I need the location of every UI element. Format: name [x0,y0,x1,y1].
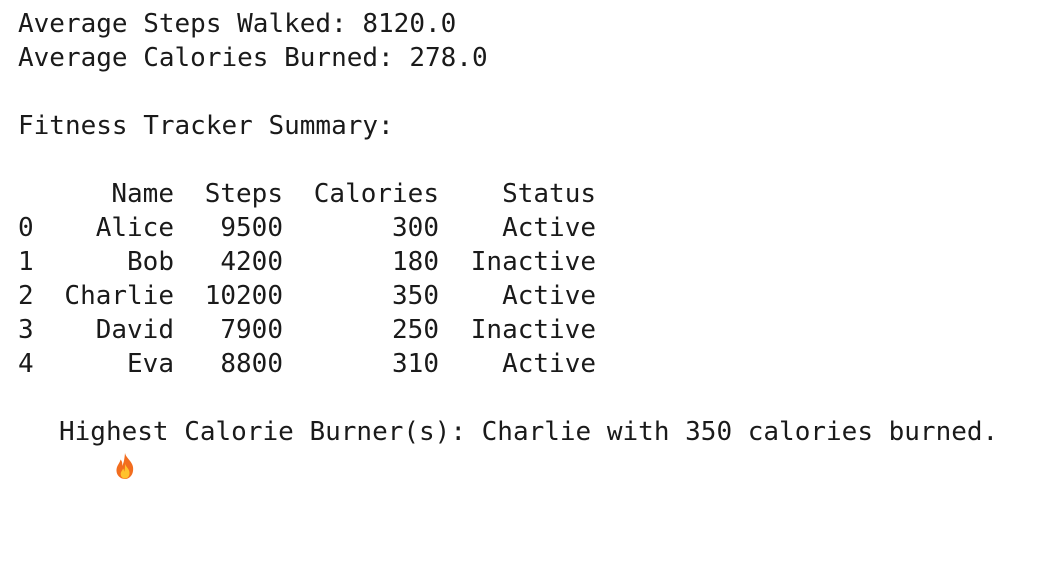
blank-line [18,143,1018,177]
row-calories: 300 [392,213,439,243]
row-calories: 310 [392,349,439,379]
row-index: 1 [18,247,34,277]
header-name: Name [111,179,174,209]
header-calories: Calories [313,179,439,209]
row-steps: 10200 [204,281,283,311]
header-steps: Steps [204,179,283,209]
row-status: Active [502,213,596,243]
table-row: 3 David 7900 250 Inactive [18,313,1018,347]
row-index: 4 [18,349,34,379]
row-name: Charlie [64,281,174,311]
row-status: Inactive [470,247,596,277]
row-status: Active [502,349,596,379]
average-steps-line: Average Steps Walked: 8120.0 [18,9,457,39]
row-calories: 180 [392,247,439,277]
fire-icon [18,418,134,479]
table-header-row: Name Steps Calories Status [18,177,1018,211]
row-steps: 4200 [220,247,283,277]
header-status: Status [502,179,596,209]
average-calories-line: Average Calories Burned: 278.0 [18,43,488,73]
row-name: David [95,315,174,345]
row-steps: 8800 [220,349,283,379]
table-row: 1 Bob 4200 180 Inactive [18,245,1018,279]
summary-title: Fitness Tracker Summary: [18,111,394,141]
row-status: Active [502,281,596,311]
row-calories: 350 [392,281,439,311]
highest-burner-line: Highest Calorie Burner(s): Charlie with … [18,415,1018,479]
highest-burner-text: Highest Calorie Burner(s): Charlie with … [59,417,999,447]
row-steps: 7900 [220,315,283,345]
row-status: Inactive [470,315,596,345]
fitness-table: Name Steps Calories Status 0 Alice 9500 … [18,177,1018,381]
table-row: 0 Alice 9500 300 Active [18,211,1018,245]
row-name: Eva [127,349,174,379]
console-output: Average Steps Walked: 8120.0 Average Cal… [18,7,1018,479]
row-index: 2 [18,281,34,311]
table-row: 2 Charlie 10200 350 Active [18,279,1018,313]
row-name: Alice [95,213,174,243]
row-steps: 9500 [220,213,283,243]
blank-line [18,75,1018,109]
row-index: 0 [18,213,34,243]
row-index: 3 [18,315,34,345]
table-row: 4 Eva 8800 310 Active [18,347,1018,381]
row-name: Bob [127,247,174,277]
row-calories: 250 [392,315,439,345]
